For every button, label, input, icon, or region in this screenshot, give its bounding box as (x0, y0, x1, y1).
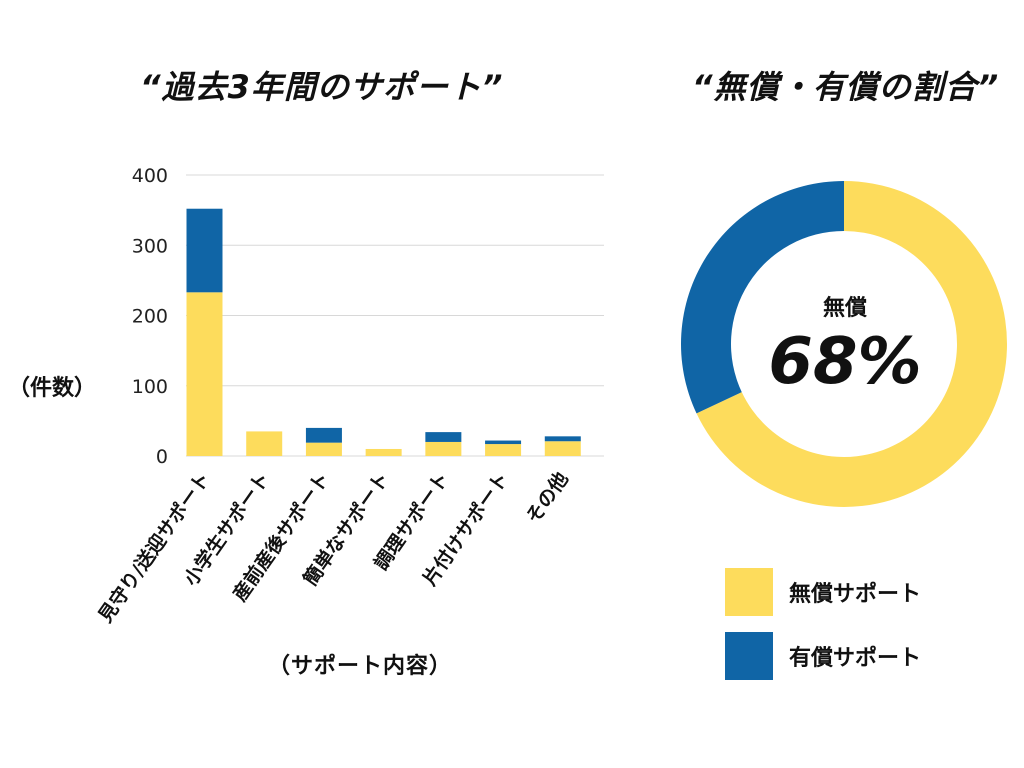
bar-paid (425, 432, 462, 442)
bar-paid (485, 440, 522, 445)
legend-swatch-free (725, 568, 773, 616)
legend-item-paid: 有償サポート (725, 632, 921, 680)
y-tick-label: 300 (132, 235, 168, 257)
donut-center-value: 68% (768, 325, 922, 399)
bar-free (305, 442, 342, 456)
x-tick-label: その他 (521, 468, 573, 528)
bar-free (544, 441, 581, 456)
y-tick-label: 100 (132, 376, 168, 398)
legend-item-free: 無償サポート (725, 568, 921, 616)
y-tick-label: 0 (156, 446, 168, 468)
bar-paid (186, 208, 223, 293)
bar-paid (544, 436, 581, 442)
donut-center-label: 無償 (822, 296, 867, 321)
bar-free (485, 444, 522, 456)
bar-paid (305, 427, 342, 443)
donut-chart-title: “無償・有償の割合” (692, 68, 1000, 106)
x-tick-label: 見守り/送迎サポート (94, 468, 215, 627)
x-axis-label: （サポート内容） (268, 654, 453, 679)
legend-swatch-paid (725, 632, 773, 680)
bar-chart-title: “過去3年間のサポート” (140, 68, 504, 106)
y-axis-label: （件数） (8, 376, 97, 401)
bar-free (365, 448, 402, 456)
donut-slice-free (696, 181, 1007, 508)
legend-label-free: 無償サポート (789, 582, 922, 607)
donut-slice-paid (681, 181, 844, 414)
legend-label-paid: 有償サポート (789, 646, 922, 671)
bar-free (246, 431, 283, 456)
bar-free (186, 292, 223, 456)
bar-free (425, 441, 462, 456)
y-tick-label: 200 (132, 306, 168, 328)
y-tick-label: 400 (132, 165, 168, 187)
